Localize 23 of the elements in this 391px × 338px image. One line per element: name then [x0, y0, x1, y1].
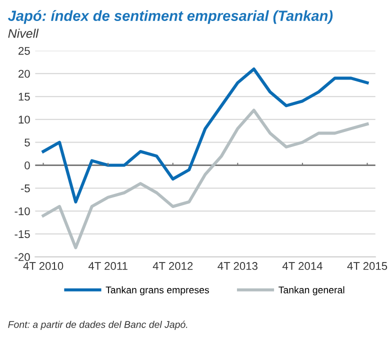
- y-tick-label: -20: [14, 253, 30, 262]
- y-axis-title: Nivell: [8, 28, 39, 38]
- legend-label: Tankan general: [278, 286, 344, 296]
- line-series: [42, 67, 369, 204]
- x-tick-label: 4T 2012: [152, 262, 193, 270]
- y-tick-label: 0: [24, 162, 30, 170]
- x-tick-label: 4T 2015: [347, 262, 388, 270]
- line-series: [42, 108, 369, 250]
- y-tick-label: -10: [14, 207, 30, 216]
- y-tick-label: 15: [18, 92, 30, 101]
- chart-title: Japó: índex de sentiment empresarial (Tankan): [8, 10, 333, 24]
- y-tick-label: -5: [20, 184, 30, 192]
- y-tick-label: 20: [18, 70, 30, 78]
- legend-label: Tankan grans empreses: [106, 286, 209, 296]
- x-tick-label: 4T 2014: [282, 262, 322, 270]
- y-tick-label: 10: [18, 116, 30, 124]
- x-tick-label: 4T 2011: [88, 262, 128, 270]
- x-tick-label: 4T 2010: [23, 262, 64, 270]
- y-tick-label: 25: [18, 46, 30, 55]
- text: Font: a partir de dades del Banc del Japó.: [8, 320, 188, 330]
- x-tick-label: 4T 2013: [218, 262, 258, 270]
- y-tick-label: 5: [24, 138, 30, 146]
- y-tick-label: -15: [14, 230, 30, 238]
